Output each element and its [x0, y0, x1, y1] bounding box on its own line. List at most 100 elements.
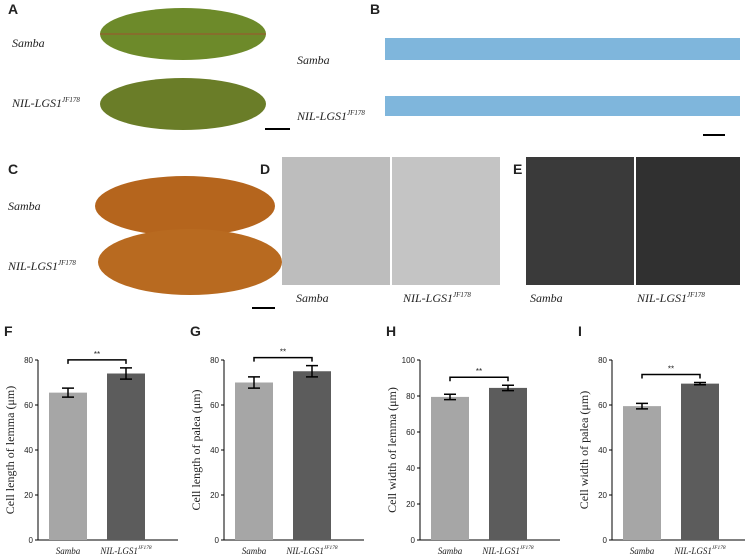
label-text: Samba [8, 199, 41, 213]
y-tick-label: 20 [24, 491, 33, 500]
y-tick-label: 80 [406, 392, 415, 401]
bar [681, 383, 719, 540]
y-tick-label: 0 [215, 536, 220, 545]
y-tick-label: 80 [24, 356, 33, 365]
bar [235, 382, 273, 540]
label-text: Samba [438, 546, 463, 556]
y-tick-label: 20 [406, 500, 415, 509]
label: Samba [297, 53, 330, 67]
label: Samba [8, 199, 41, 213]
label: Samba [438, 546, 463, 556]
y-tick-label: 40 [406, 464, 415, 473]
label-text: Samba [297, 53, 330, 67]
error-bar [248, 376, 260, 389]
label-text: NIL-LGS1 [7, 259, 58, 273]
label-sup: JF178 [453, 291, 471, 299]
label-sup: JF178 [138, 545, 152, 551]
y-tick-label: 40 [24, 446, 33, 455]
panel-letter: I [578, 323, 582, 339]
y-axis-label: Cell length of palea (μm) [189, 389, 203, 510]
y-tick-label: 100 [402, 356, 416, 365]
significance-bracket [449, 376, 509, 382]
label: NIL-LGS1JF178 [11, 96, 80, 110]
panel-letter: C [8, 161, 18, 177]
y-tick-label: 40 [598, 446, 607, 455]
error-bar [120, 367, 132, 380]
y-tick-label: 60 [24, 401, 33, 410]
panel-letter: B [370, 1, 380, 17]
label: Samba [530, 291, 563, 305]
label: Samba [56, 546, 81, 556]
label-text: Samba [12, 36, 45, 50]
label-text: Samba [630, 546, 655, 556]
error-bar [636, 402, 648, 410]
label: NIL-LGS1JF178 [296, 109, 365, 123]
label-text: Samba [56, 546, 81, 556]
error-bar [694, 381, 706, 386]
y-tick-label: 60 [210, 401, 219, 410]
significance: ** [94, 350, 100, 359]
bar [489, 387, 527, 540]
label-sup: JF178 [62, 96, 80, 104]
label-sup: JF178 [712, 545, 726, 551]
label-text: NIL-LGS1 [481, 546, 520, 556]
significance: ** [668, 365, 674, 374]
error-bar [502, 384, 514, 392]
label-sup: JF178 [58, 259, 76, 267]
label-sup: JF178 [687, 291, 705, 299]
panel-letter: A [8, 1, 18, 17]
y-tick-label: 0 [603, 536, 608, 545]
y-tick-label: 80 [210, 356, 219, 365]
y-axis-label: Cell width of lemma (μm) [385, 387, 399, 513]
label-text: Samba [242, 546, 267, 556]
bar [107, 373, 145, 540]
bar [293, 371, 331, 540]
label-sup: JF178 [520, 545, 534, 551]
y-tick-label: 60 [406, 428, 415, 437]
label: NIL-LGS1JF178 [481, 545, 534, 556]
label-sup: JF178 [324, 545, 338, 551]
significance: ** [280, 348, 286, 357]
panel-letter: H [386, 323, 396, 339]
panel-letter: F [4, 323, 13, 339]
significance-bracket [253, 356, 313, 362]
label: NIL-LGS1JF178 [285, 545, 338, 556]
label-text: NIL-LGS1 [673, 546, 712, 556]
label-text: NIL-LGS1 [402, 291, 453, 305]
panel-letter: D [260, 161, 270, 177]
label-text: NIL-LGS1 [296, 109, 347, 123]
significance: ** [476, 367, 482, 376]
y-tick-label: 0 [29, 536, 34, 545]
error-bar [306, 364, 318, 378]
label: NIL-LGS1JF178 [7, 259, 76, 273]
label-text: NIL-LGS1 [99, 546, 138, 556]
label: NIL-LGS1JF178 [673, 545, 726, 556]
error-bar [62, 387, 74, 398]
label-text: NIL-LGS1 [285, 546, 324, 556]
label: Samba [630, 546, 655, 556]
bar [431, 396, 469, 540]
label: NIL-LGS1JF178 [636, 291, 705, 305]
label-text: Samba [296, 291, 329, 305]
label: Samba [12, 36, 45, 50]
y-axis-label: Cell length of lemma (μm) [3, 386, 17, 514]
y-tick-label: 0 [411, 536, 416, 545]
label: Samba [242, 546, 267, 556]
y-tick-label: 20 [210, 491, 219, 500]
y-tick-label: 40 [210, 446, 219, 455]
y-axis-label: Cell width of palea (μm) [577, 391, 591, 509]
label-sup: JF178 [347, 109, 365, 117]
significance-bracket [67, 359, 127, 364]
label: NIL-LGS1JF178 [99, 545, 152, 556]
label-text: NIL-LGS1 [11, 96, 62, 110]
label: Samba [296, 291, 329, 305]
label-text: NIL-LGS1 [636, 291, 687, 305]
y-tick-label: 60 [598, 401, 607, 410]
y-tick-label: 80 [598, 356, 607, 365]
bar [49, 392, 87, 540]
significance-bracket [641, 373, 701, 379]
error-bar [444, 393, 456, 401]
panel-letter: E [513, 161, 522, 177]
photos [95, 8, 740, 309]
